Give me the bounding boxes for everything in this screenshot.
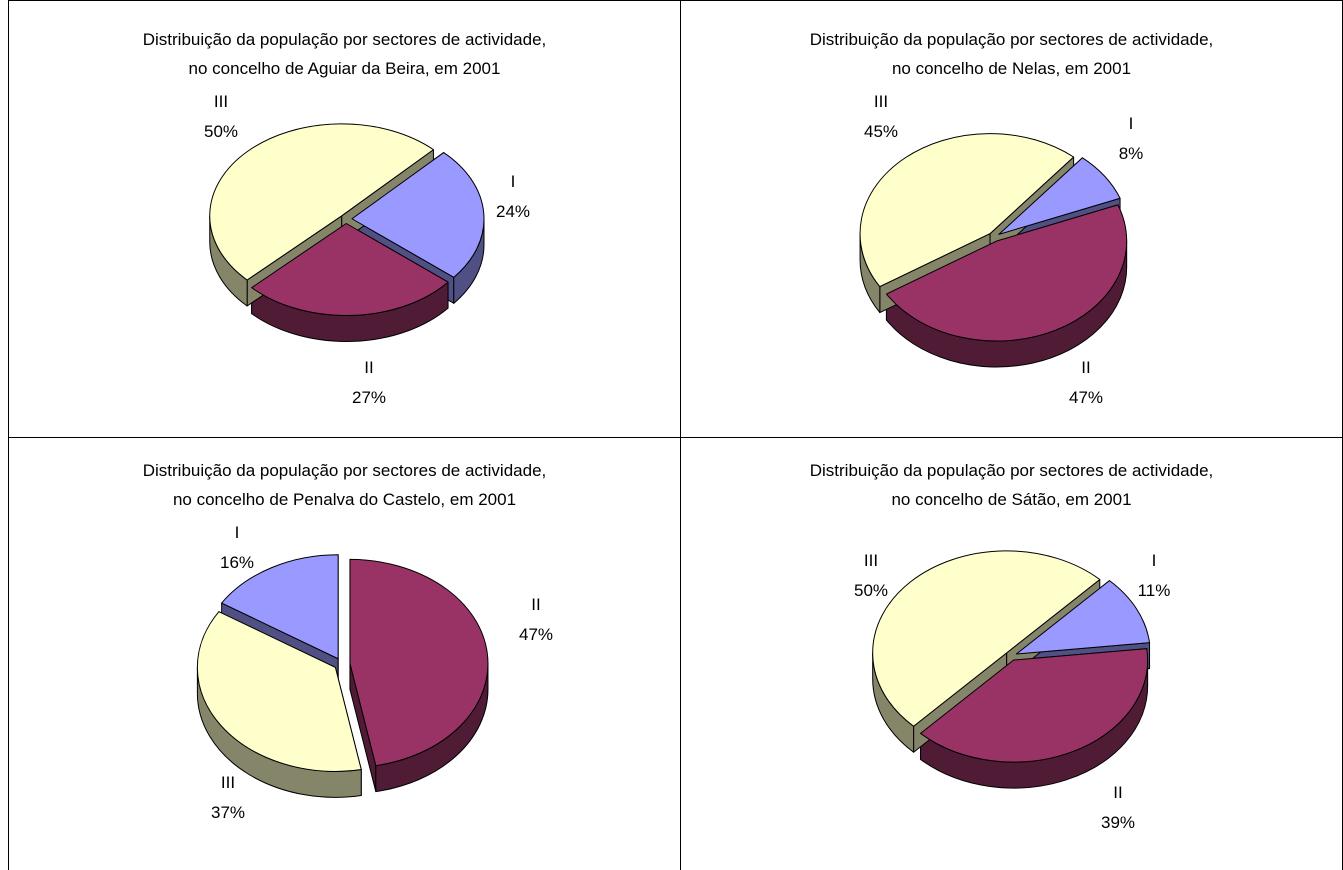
slice-percent-label: 50% (854, 581, 888, 600)
slice-percent-label: 50% (204, 122, 238, 141)
pie-slice-II (920, 648, 1149, 763)
slice-category-label: III (221, 773, 235, 792)
pie-slice-II (885, 204, 1128, 342)
grid-horizontal-divider (8, 0, 1343, 1)
slice-category-label: II (364, 358, 373, 377)
slice-category-label: III (874, 92, 888, 111)
grid-vertical-divider (8, 0, 9, 870)
slice-percent-label: 11% (1138, 581, 1171, 600)
grid-horizontal-divider (8, 437, 1343, 438)
chart-title: Distribuição da população por sectores d… (681, 456, 1342, 514)
pie-chart-penalva: II 47% III 37% I 16% (196, 523, 553, 822)
pie-slice-III (859, 133, 1075, 288)
slice-percent-label: 39% (1101, 813, 1135, 832)
chart-grid: Distribuição da população por sectores d… (8, 0, 1343, 870)
chart-title-line-2: no concelho de Aguiar da Beira, em 2001 (188, 59, 501, 78)
chart-title-line-1: Distribuição da população por sectores d… (142, 461, 547, 480)
pie-slice-II (251, 222, 449, 316)
pie-chart-satao: I 11% II 39% III 50% (854, 550, 1171, 832)
slice-category-label: I (235, 523, 240, 542)
slice-percent-label: 8% (1119, 144, 1144, 163)
slice-percent-label: 47% (519, 625, 553, 644)
pie-slice-I (1015, 580, 1151, 655)
chart-title-line-1: Distribuição da população por sectores d… (809, 461, 1214, 480)
slice-category-label: II (1113, 783, 1122, 802)
slice-category-label: II (531, 595, 540, 614)
slice-category-label: I (1152, 551, 1157, 570)
pie-slice-II (349, 558, 489, 767)
pie-slice-III (196, 611, 362, 772)
chart-title-line-2: no concelho de Sátão, em 2001 (891, 490, 1132, 509)
chart-panel-nelas: Distribuição da população por sectores d… (681, 1, 1342, 437)
chart-title-line-2: no concelho de Penalva do Castelo, em 20… (172, 490, 517, 509)
chart-title-line-1: Distribuição da população por sectores d… (809, 30, 1214, 49)
chart-title: Distribuição da população por sectores d… (9, 25, 680, 83)
chart-title: Distribuição da população por sectores d… (681, 25, 1342, 83)
chart-title-line-2: no concelho de Nelas, em 2001 (891, 59, 1132, 78)
pie-slice-III (209, 123, 434, 281)
slice-percent-label: 16% (220, 553, 254, 572)
pie-slice-I (221, 554, 339, 660)
slice-percent-label: 24% (496, 202, 530, 221)
slice-percent-label: 37% (211, 803, 245, 822)
chart-panel-penalva: Distribuição da população por sectores d… (9, 438, 680, 870)
chart-title: Distribuição da população por sectores d… (9, 456, 680, 514)
pie-slice-III (872, 550, 1101, 727)
chart-panel-satao: Distribuição da população por sectores d… (681, 438, 1342, 870)
pie-chart-aguiar: I 24% II 27% III 50% (204, 92, 530, 407)
pie-slice-I (998, 157, 1121, 235)
slice-category-label: II (1081, 358, 1090, 377)
grid-vertical-divider (680, 0, 681, 870)
slice-category-label: I (511, 172, 516, 191)
slice-percent-label: 47% (1069, 388, 1103, 407)
slice-percent-label: 27% (352, 388, 386, 407)
slice-percent-label: 45% (864, 122, 898, 141)
slice-category-label: III (214, 92, 228, 111)
chart-panel-aguiar: Distribuição da população por sectores d… (9, 1, 680, 437)
slice-category-label: I (1129, 114, 1134, 133)
chart-title-line-1: Distribuição da população por sectores d… (142, 30, 547, 49)
slice-category-label: III (864, 551, 878, 570)
pie-chart-nelas: I 8% II 47% III 45% (859, 92, 1144, 407)
pie-slice-I (351, 152, 485, 278)
